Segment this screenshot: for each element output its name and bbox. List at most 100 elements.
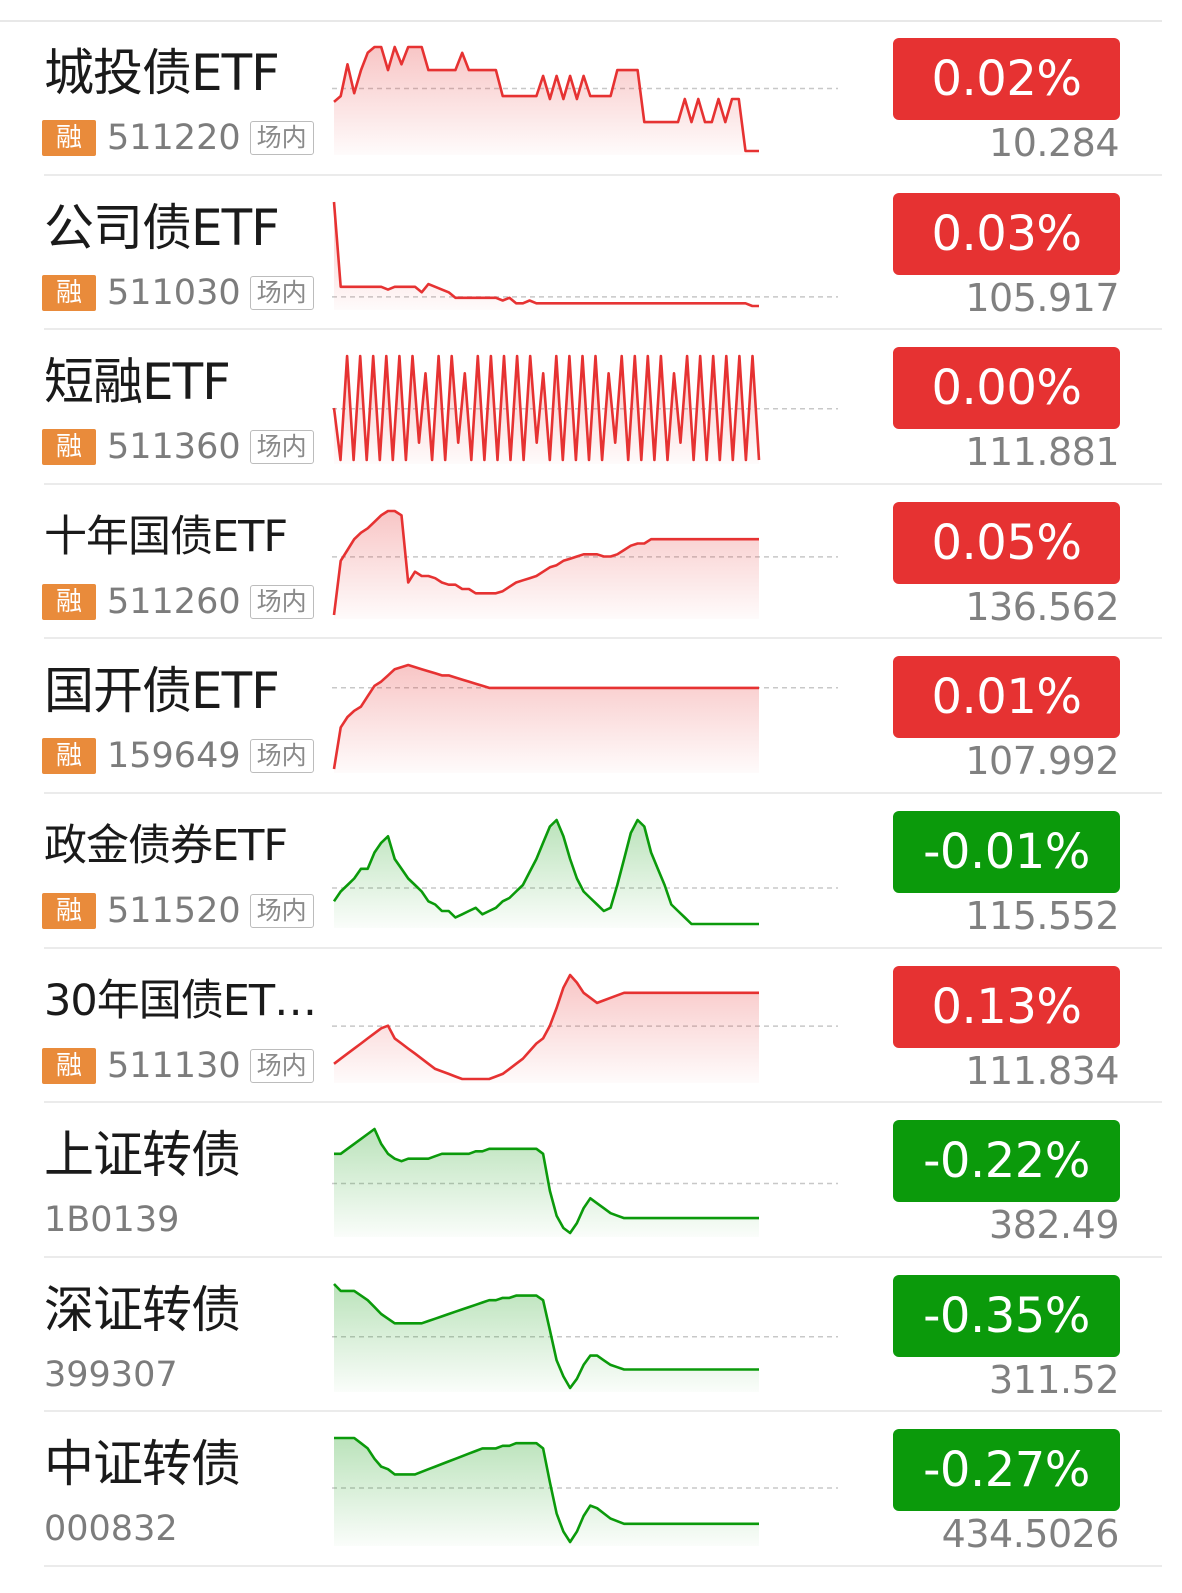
fund-meta: 融 511220 场内: [42, 118, 314, 158]
sparkline-line: [333, 45, 759, 153]
change-badge[interactable]: -0.01%: [893, 810, 1120, 893]
margin-badge: 融: [42, 120, 96, 156]
market-badge: 场内: [249, 430, 314, 465]
fund-code: 511220: [107, 118, 241, 158]
sparkline-line: [334, 1127, 759, 1235]
sparkline-line: [334, 1437, 759, 1544]
fund-code: 1B0139: [44, 1200, 180, 1241]
sparkline-area: [334, 47, 759, 155]
sparkline-chart: [332, 973, 838, 1083]
fund-code: 511130: [107, 1045, 241, 1086]
sparkline-chart: [332, 509, 838, 619]
change-badge[interactable]: 0.03%: [893, 192, 1120, 275]
sparkline-area: [334, 510, 759, 619]
fund-meta: 融 511030 场内: [42, 272, 314, 313]
list-item[interactable]: 30年国债ET… 融 511130 场内 0.13% 111.834: [0, 949, 1182, 1104]
list-item[interactable]: 深证转债 399307 -0.35% 311.52: [0, 1258, 1182, 1413]
fund-meta: 000832: [42, 1509, 178, 1550]
change-badge[interactable]: -0.22%: [893, 1120, 1120, 1203]
fund-meta: 399307: [42, 1354, 178, 1395]
margin-badge: 融: [42, 274, 96, 311]
price-value: 10.284: [989, 121, 1119, 165]
list-item[interactable]: 公司债ETF 融 511030 场内 0.03% 105.917: [0, 176, 1182, 331]
fund-code: 000832: [44, 1509, 178, 1550]
change-badge[interactable]: -0.35%: [893, 1274, 1120, 1357]
sparkline-chart: [332, 664, 838, 774]
market-badge: 场内: [249, 121, 314, 155]
change-badge[interactable]: 0.00%: [893, 347, 1120, 430]
fund-name: 短融ETF: [44, 353, 231, 412]
margin-badge: 融: [42, 892, 96, 929]
change-badge[interactable]: 0.13%: [893, 965, 1120, 1048]
fund-name: 中证转债: [44, 1435, 241, 1494]
sparkline-chart: [332, 1127, 838, 1238]
list-item[interactable]: 十年国债ETF 融 511260 场内 0.05% 136.562: [0, 485, 1182, 640]
fund-name: 深证转债: [44, 1280, 241, 1339]
margin-badge: 融: [42, 429, 96, 466]
sparkline-line: [332, 818, 759, 926]
fund-code: 511520: [107, 890, 241, 931]
list-item[interactable]: 上证转债 1B0139 -0.22% 382.49: [0, 1103, 1182, 1258]
fund-meta: 融 511260 场内: [42, 581, 314, 622]
fund-meta: 融 511360 场内: [42, 427, 314, 467]
sparkline-chart: [332, 45, 838, 155]
fund-code: 511030: [107, 272, 241, 313]
sparkline-chart: [332, 201, 838, 310]
list-item[interactable]: 国开债ETF 融 159649 场内 0.01% 107.992: [0, 639, 1182, 794]
sparkline-line: [333, 1282, 759, 1390]
sparkline-area: [334, 665, 759, 774]
price-value: 434.5026: [941, 1512, 1120, 1557]
sparkline-line: [332, 354, 761, 462]
fund-meta: 融 511130 场内: [42, 1045, 314, 1086]
sparkline-area: [334, 1129, 759, 1238]
fund-name: 30年国债ET…: [44, 975, 317, 1026]
sparkline-area: [334, 974, 759, 1083]
price-value: 115.552: [965, 893, 1119, 938]
fund-name: 城投债ETF: [44, 44, 280, 102]
market-badge: 场内: [249, 893, 314, 928]
change-badge[interactable]: 0.02%: [893, 38, 1120, 120]
change-badge[interactable]: -0.27%: [893, 1429, 1120, 1512]
fund-name: 上证转债: [44, 1126, 241, 1185]
list-item[interactable]: 中证转债 000832 -0.27% 434.5026: [0, 1412, 1182, 1567]
sparkline-line: [332, 201, 759, 307]
sparkline-line: [332, 509, 759, 615]
fund-name: 十年国债ETF: [44, 511, 288, 562]
etf-list: 城投债ETF 融 511220 场内 0.02% 10.284 公司债ETF 融 511030 场…: [0, 21, 1182, 1567]
market-badge: 场内: [249, 275, 314, 310]
top-divider: [0, 20, 1162, 22]
margin-badge: 融: [42, 583, 96, 620]
sparkline-area: [334, 1283, 759, 1392]
margin-badge: 融: [42, 1047, 96, 1084]
change-badge[interactable]: 0.01%: [893, 656, 1120, 739]
sparkline-area: [334, 1438, 759, 1547]
market-badge: 场内: [249, 584, 314, 619]
sparkline-line: [332, 664, 759, 770]
fund-code: 511260: [107, 581, 241, 622]
sparkline-area: [334, 819, 759, 928]
price-value: 382.49: [989, 1203, 1119, 1248]
price-value: 111.834: [965, 1048, 1119, 1093]
sparkline-chart: [332, 354, 838, 465]
sparkline-area: [334, 201, 759, 310]
fund-meta: 1B0139: [42, 1200, 180, 1241]
fund-meta: 融 511520 场内: [42, 890, 314, 931]
fund-name: 公司债ETF: [44, 198, 280, 257]
price-value: 111.881: [965, 430, 1119, 475]
sparkline-chart: [332, 1437, 838, 1547]
sparkline-chart: [332, 1282, 838, 1392]
margin-badge: 融: [42, 738, 96, 775]
price-value: 107.992: [965, 739, 1119, 784]
price-value: 136.562: [965, 584, 1119, 629]
list-item[interactable]: 短融ETF 融 511360 场内 0.00% 111.881: [0, 330, 1182, 485]
fund-code: 399307: [44, 1354, 178, 1395]
market-badge: 场内: [249, 739, 314, 774]
change-badge[interactable]: 0.05%: [893, 501, 1120, 584]
price-value: 311.52: [989, 1357, 1119, 1402]
sparkline-line: [333, 973, 759, 1080]
price-value: 105.917: [965, 275, 1119, 320]
list-item[interactable]: 城投债ETF 融 511220 场内 0.02% 10.284: [0, 21, 1182, 176]
sparkline-chart: [332, 818, 838, 928]
market-badge: 场内: [249, 1048, 314, 1083]
list-item[interactable]: 政金债券ETF 融 511520 场内 -0.01% 115.552: [0, 794, 1182, 949]
